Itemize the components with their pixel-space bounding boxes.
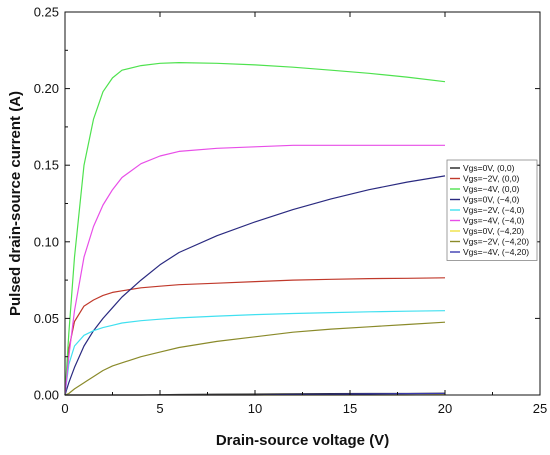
series-line-3	[64, 61, 446, 396]
series-line-6	[64, 144, 445, 396]
legend-label: Vgs=−4V, (−4,20)	[463, 247, 529, 257]
y-axis-title: Pulsed drain-source current (A)	[7, 91, 24, 316]
x-tick-label: 25	[533, 401, 547, 416]
x-tick-label: 10	[248, 401, 262, 416]
series-line-8	[64, 321, 446, 396]
y-tick-label: 0.05	[34, 311, 59, 326]
legend-label: Vgs=0V, (−4,0)	[463, 195, 520, 205]
x-tick-label: 20	[438, 401, 452, 416]
y-tick-label: 0.00	[34, 388, 59, 403]
x-axis-title: Drain-source voltage (V)	[216, 432, 389, 449]
legend-label: Vgs=0V, (−4,20)	[463, 226, 524, 236]
legend-label: Vgs=−2V, (−4,20)	[463, 237, 529, 247]
y-tick-label: 0.10	[34, 234, 59, 249]
legend-box	[446, 159, 538, 261]
y-tick-label: 0.15	[34, 158, 59, 173]
legend-label: Vgs=−4V, (0,0)	[463, 184, 520, 194]
y-tick-label: 0.25	[34, 5, 59, 20]
x-tick-label: 15	[343, 401, 357, 416]
axes-layer: 0 5 10 15 20 25 0.00 0.05 0.10 0.15 0.20 0.25	[34, 5, 548, 417]
legend-label: Vgs=0V, (0,0)	[463, 163, 515, 173]
legend-label: Vgs=−2V, (−4,0)	[463, 205, 525, 215]
series-line-5	[64, 310, 446, 396]
legend: Vgs=0V, (0,0)Vgs=−2V, (0,0)Vgs=−4V, (0,0…	[446, 159, 538, 261]
series-line-2	[64, 277, 446, 396]
legend-label: Vgs=−4V, (−4,0)	[463, 216, 525, 226]
x-tick-label: 0	[61, 401, 68, 416]
x-tick-label: 5	[156, 401, 163, 416]
legend-label: Vgs=−2V, (0,0)	[463, 174, 520, 184]
y-tick-label: 0.20	[34, 81, 59, 96]
series-line-4	[64, 175, 446, 396]
